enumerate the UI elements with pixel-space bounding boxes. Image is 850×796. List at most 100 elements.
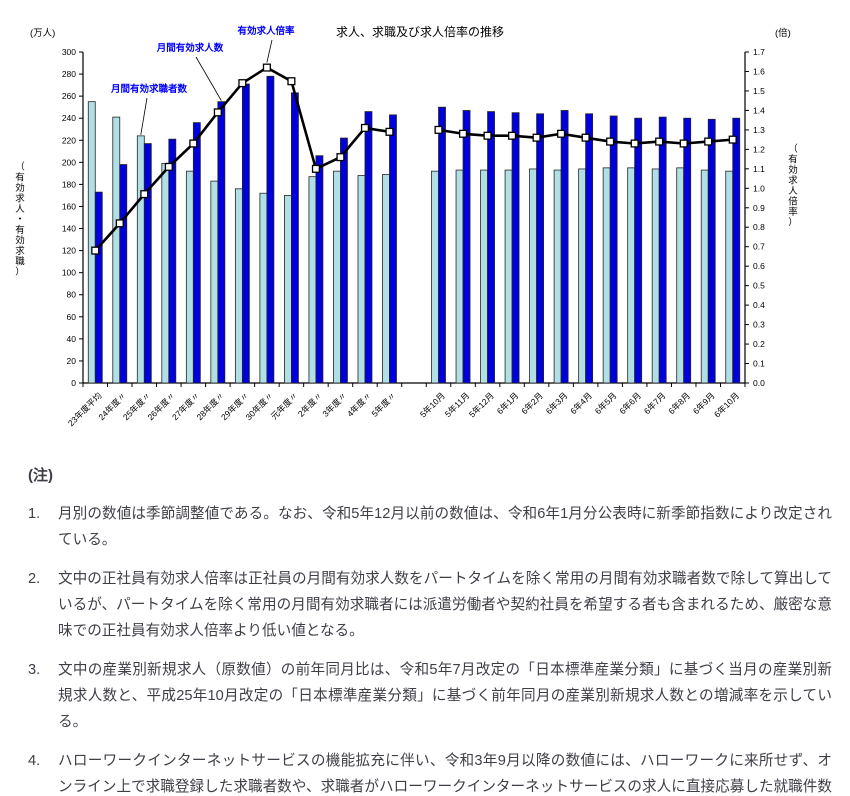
right-tick-label: 0.2 [753,339,765,349]
ratio-marker [91,246,100,255]
bar-openings [707,118,716,384]
note-text: ハローワークインターネットサービスの機能拡充に伴い、令和3年9月以降の数値には、… [58,753,832,795]
right-tick-label: 1.5 [753,86,765,96]
note-item: 4. ハローワークインターネットサービスの機能拡充に伴い、令和3年9月以降の数値に… [28,748,832,796]
left-tick-label: 180 [62,179,76,189]
series-annotation-label: 有効求人倍率 [237,25,295,37]
x-category-label: 5年11月 [443,390,472,419]
ratio-marker [311,164,320,173]
left-tick-label: 80 [67,290,77,300]
x-category-label: 23年度平均 [66,390,104,428]
left-tick-label: 200 [62,157,76,167]
bar-seekers [112,116,121,384]
bar-seekers [431,170,439,384]
ratio-marker [606,137,615,146]
bar-openings [658,116,667,384]
notes-section: (注) 1. 月別の数値は季節調整値である。なお、令和5年12月以前の数値は、令和… [28,458,832,796]
left-tick-label: 220 [62,135,76,145]
right-tick-label: 0.5 [753,281,765,291]
x-category-label: 6年1月 [495,390,521,416]
x-category-label: 6年8月 [666,390,692,416]
x-category-label: 6年7月 [642,390,668,416]
left-tick-label: 240 [62,113,76,123]
ratio-marker [434,125,443,134]
bar-openings [438,106,446,384]
ratio-marker [238,79,247,88]
right-tick-label: 0.9 [753,203,765,213]
bar-openings [217,101,226,384]
right-tick-label: 1.6 [753,66,765,76]
bar-seekers [308,176,317,384]
bar-openings [389,114,397,384]
x-category-label: 元年度〃 [269,390,300,421]
note-text: 文中の産業別新規求人（原数値）の前年同月比は、令和5年7月改定の「日本標準産業分… [58,662,832,730]
x-category-label: 5年12月 [467,390,496,419]
right-tick-label: 0.7 [753,242,765,252]
bar-seekers [504,169,513,384]
bar-openings [192,122,201,384]
bar-seekers [161,163,170,384]
bar-seekers [259,192,268,384]
notes-list: 1. 月別の数値は季節調整値である。なお、令和5年12月以前の数値は、令和6年1月… [28,501,832,796]
ratio-marker [458,129,468,138]
right-tick-label: 0.1 [753,359,765,369]
x-category-label: 5年10月 [418,390,447,419]
right-tick-label: 1.3 [753,125,765,135]
left-tick-label: 160 [62,201,76,211]
ratio-marker [164,162,173,171]
ratio-marker [483,131,492,140]
series-annotation-label: 月間有効求人数 [156,42,224,54]
bar-seekers [87,101,96,384]
x-category-label: 6年2月 [519,390,545,416]
bar-seekers [480,169,488,384]
bar-seekers [627,167,636,384]
left-tick-label: 100 [62,268,76,278]
bar-openings [511,112,520,384]
note-item: 3. 文中の産業別新規求人（原数値）の前年同月比は、令和5年7月改定の「日本標準産… [28,657,832,735]
bar-seekers [136,135,145,384]
ratio-marker [728,135,737,144]
bar-openings [487,111,495,384]
bar-seekers [651,168,660,384]
ratio-marker [704,137,713,146]
note-text: 月別の数値は季節調整値である。なお、令和5年12月以前の数値は、令和6年1月分公… [58,506,832,548]
bar-seekers [284,195,292,384]
x-category-label: 2年度〃 [296,390,324,418]
note-text: 文中の正社員有効求人倍率は正社員の月間有効求人数をパートタイムを除く常用の月間有… [58,571,832,639]
bar-openings [683,117,692,384]
annotation-leader-line [195,56,222,101]
chart-title: 求人、求職及び求人倍率の推移 [336,24,504,39]
bar-seekers [185,170,194,384]
bar-openings [634,117,643,384]
bar-seekers [578,168,587,384]
x-category-label: 6年6月 [617,390,643,416]
right-tick-label: 0.4 [753,300,765,310]
right-tick-label: 1.2 [753,144,765,154]
note-number: 4. [28,753,41,769]
x-category-label: 6年3月 [544,390,570,416]
bar-seekers [357,175,366,384]
bar-openings [241,83,250,384]
ratio-marker [287,77,296,86]
ratio-marker [189,139,198,148]
left-tick-label: 280 [62,69,76,79]
bar-openings [168,138,177,384]
bar-openings [364,111,373,384]
ratio-marker [140,190,149,199]
x-category-label: 5年度〃 [369,390,397,418]
ratio-marker [581,133,590,142]
bar-openings [119,164,128,384]
x-category-label: 6年5月 [593,390,619,416]
left-tick-label: 40 [67,334,77,344]
left-tick-label: 60 [67,312,77,322]
left-tick-label: 300 [62,47,76,57]
right-tick-label: 0.8 [753,222,765,232]
left-tick-label: 20 [67,356,77,366]
left-axis-title: （有効求人・有効求職） [15,161,25,278]
right-tick-label: 0.0 [753,378,765,388]
bar-openings [732,117,741,384]
left-tick-label: 120 [62,246,76,256]
bar-openings [585,113,594,384]
right-tick-label: 0.6 [753,261,765,271]
bar-seekers [455,169,464,384]
